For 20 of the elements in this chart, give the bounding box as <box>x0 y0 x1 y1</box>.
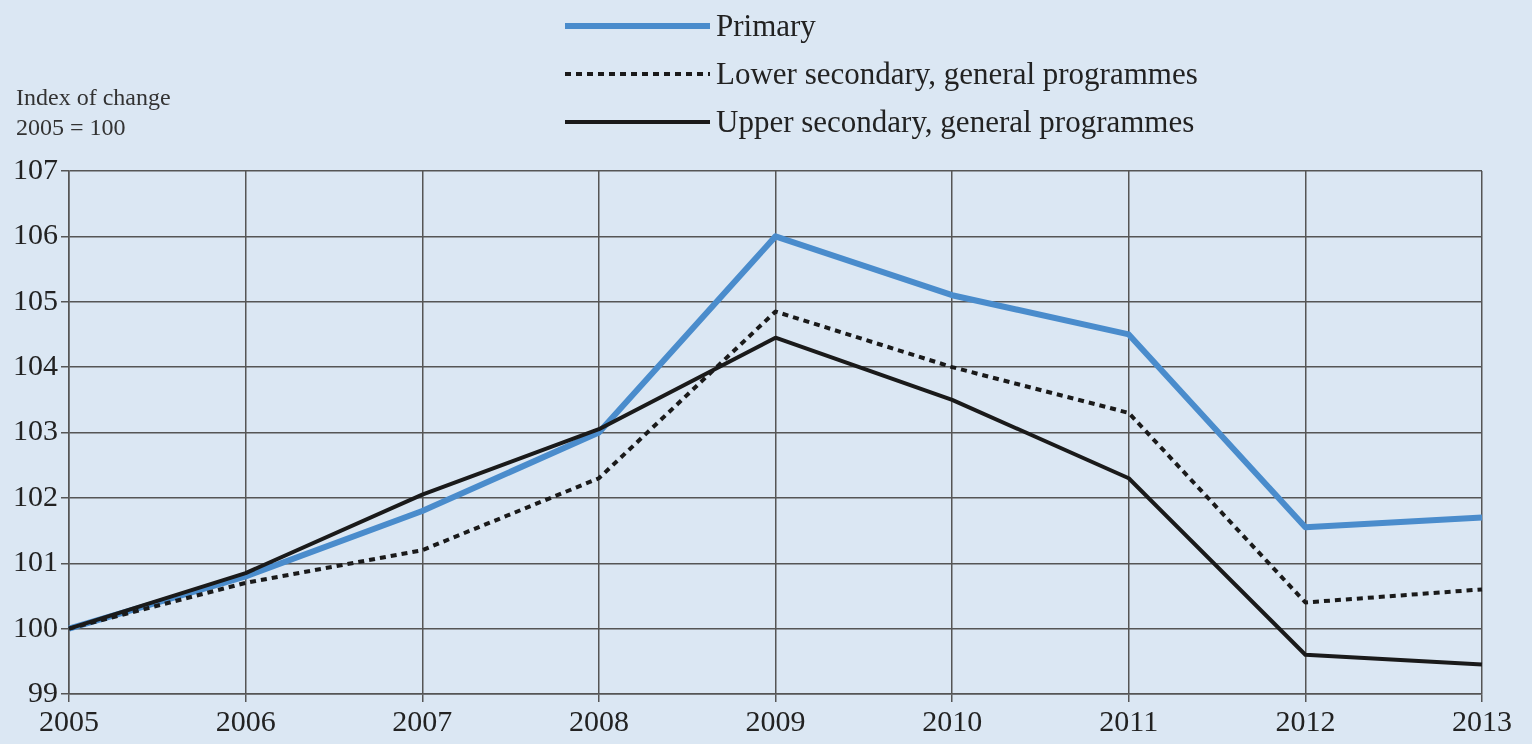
legend-label: Lower secondary, general programmes <box>716 56 1198 92</box>
x-tick-label: 2008 <box>568 703 629 737</box>
x-tick-label: 2007 <box>392 703 453 737</box>
y-tick-label: 100 <box>13 609 58 643</box>
x-tick-label: 2013 <box>1452 703 1512 737</box>
x-tick-label: 2012 <box>1275 703 1336 737</box>
x-tick-label: 2011 <box>1099 703 1159 737</box>
y-tick-label: 106 <box>13 217 58 251</box>
y-tick-label: 105 <box>13 282 58 316</box>
legend-label: Primary <box>716 8 816 44</box>
x-tick-label: 2009 <box>745 703 806 737</box>
y-tick-label: 104 <box>13 348 58 381</box>
y-axis-title: Index of change 2005 = 100 <box>16 83 171 142</box>
legend-label: Upper secondary, general programmes <box>716 104 1195 140</box>
y-tick-label: 103 <box>13 413 58 447</box>
y-tick-label: 102 <box>13 478 58 512</box>
y-tick-label: 101 <box>13 544 58 578</box>
x-tick-label: 2010 <box>922 703 983 737</box>
x-tick-label: 2006 <box>215 703 276 737</box>
y-tick-label: 107 <box>13 151 58 185</box>
